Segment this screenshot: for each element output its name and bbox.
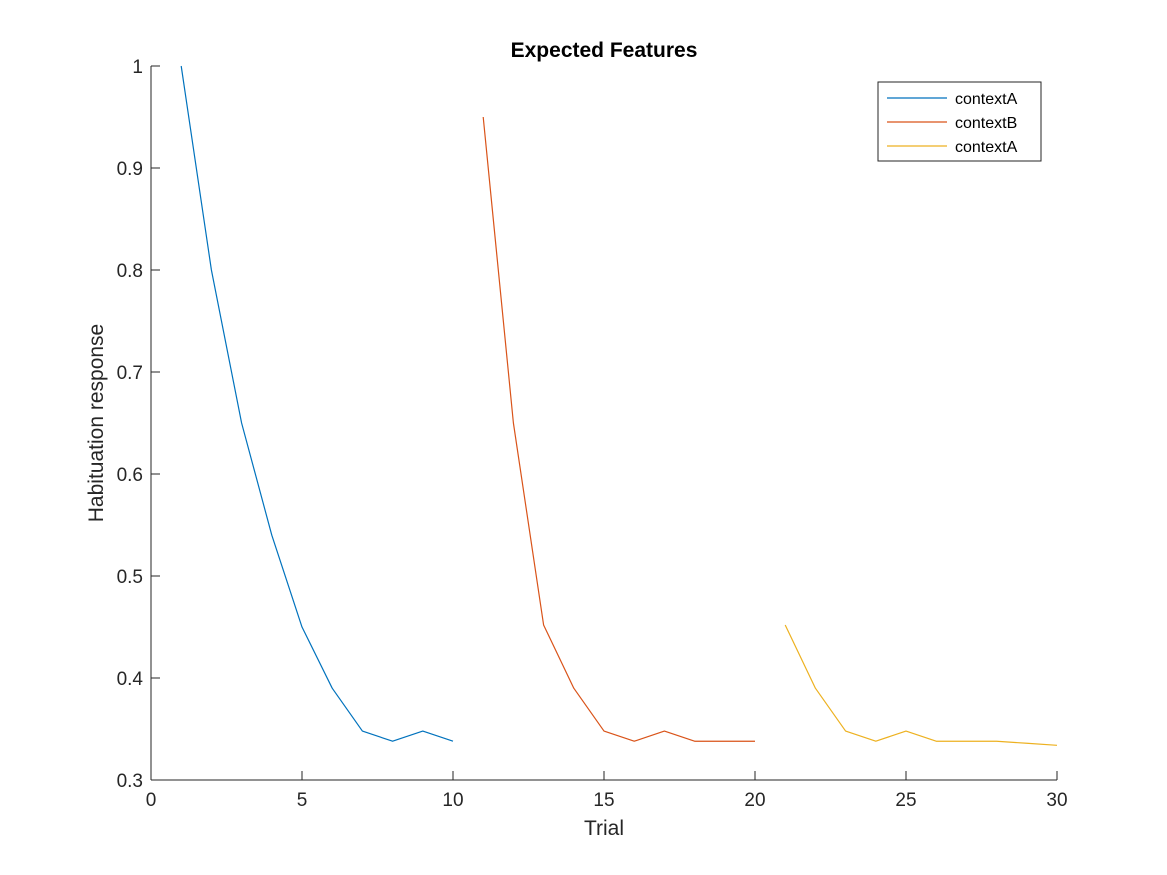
y-tick-label: 0.8 bbox=[117, 261, 143, 282]
y-tick-label: 0.7 bbox=[117, 363, 143, 384]
legend-items: contextA contextB contextA bbox=[887, 91, 1018, 156]
x-ticks: 0 5 10 15 20 25 30 bbox=[146, 771, 1068, 811]
legend: contextA contextB contextA bbox=[877, 81, 1042, 162]
chart-title: Expected Features bbox=[511, 39, 698, 62]
series-line-3 bbox=[784, 624, 1058, 746]
y-tick-label: 0.9 bbox=[117, 159, 143, 180]
y-tick-label: 0.3 bbox=[117, 771, 143, 792]
x-tick-label: 5 bbox=[297, 790, 308, 811]
y-tick-label: 0.5 bbox=[117, 567, 143, 588]
x-axis-label: Trial bbox=[584, 817, 624, 840]
legend-label-1: contextA bbox=[955, 91, 1018, 108]
y-tick-label: 0.4 bbox=[117, 669, 144, 690]
x-tick-label: 0 bbox=[146, 790, 157, 811]
legend-label-2: contextB bbox=[955, 115, 1017, 132]
y-tick-label: 1 bbox=[132, 57, 143, 78]
y-ticks: 0.3 0.4 0.5 0.6 0.7 0.8 0.9 1 bbox=[117, 57, 160, 792]
x-tick-label: 10 bbox=[442, 790, 463, 811]
x-tick-label: 20 bbox=[744, 790, 765, 811]
legend-label-3: contextA bbox=[955, 139, 1018, 156]
series-line-2 bbox=[482, 116, 755, 742]
series-line-1 bbox=[180, 65, 454, 742]
y-tick-label: 0.6 bbox=[117, 465, 143, 486]
series-layer bbox=[180, 65, 1058, 746]
x-tick-label: 15 bbox=[593, 790, 614, 811]
x-tick-label: 30 bbox=[1046, 790, 1067, 811]
y-axis-label: Habituation response bbox=[85, 324, 108, 522]
x-tick-label: 25 bbox=[895, 790, 916, 811]
